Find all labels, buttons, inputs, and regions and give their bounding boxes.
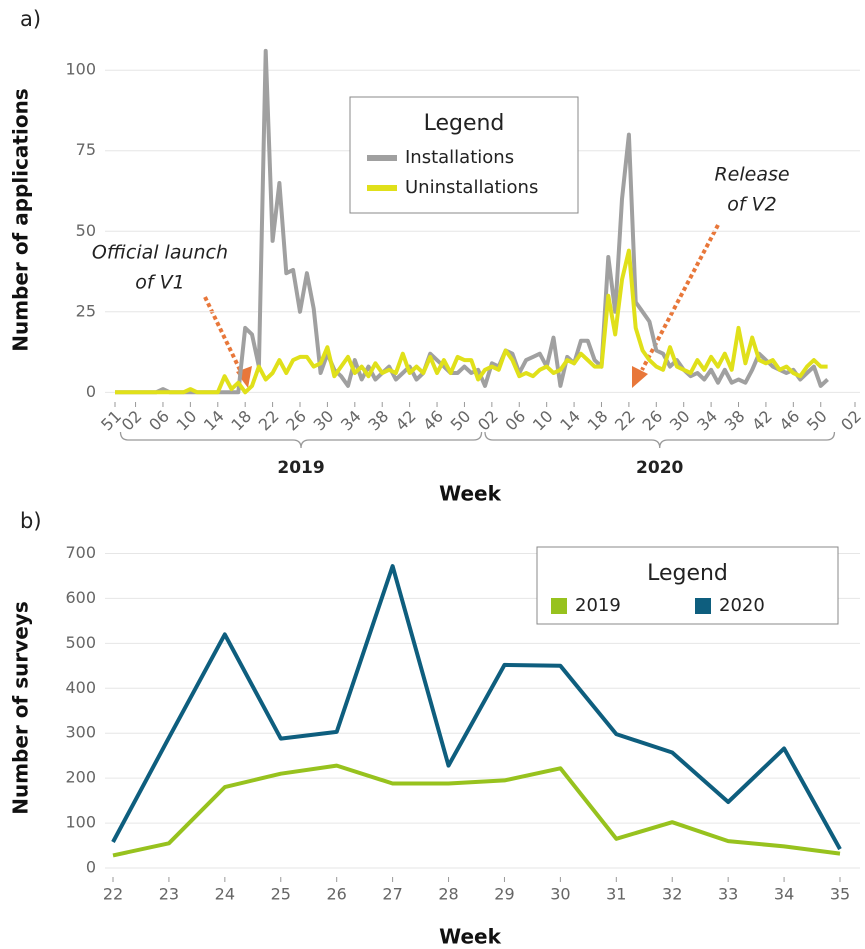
legend-swatch [695, 598, 711, 614]
x-tick-label: 02 [118, 407, 146, 435]
y-tick-label: 200 [65, 768, 96, 787]
x-tick-label: 42 [392, 407, 420, 435]
x-tick-label: 23 [159, 885, 179, 904]
panel-label: b) [20, 509, 42, 533]
x-tick-label: 34 [337, 407, 365, 435]
annotation: of V2 [727, 194, 776, 216]
y-tick-label: 700 [65, 543, 96, 562]
x-tick-label: 22 [611, 407, 639, 435]
x-tick-label: 35 [830, 885, 850, 904]
x-tick-label: 02 [837, 407, 865, 435]
x-tick-label: 14 [556, 407, 584, 435]
x-tick-label: 28 [438, 885, 458, 904]
series-line [111, 564, 842, 851]
y-tick-label: 500 [65, 633, 96, 652]
x-tick-label: 30 [310, 407, 338, 435]
arrow-v1 [203, 296, 242, 371]
y-axis-title: Number of applications [9, 88, 33, 351]
x-tick-label: 50 [803, 407, 831, 435]
y-tick-label: 100 [65, 60, 96, 79]
legend-label: 2019 [575, 595, 621, 616]
year-brace [119, 431, 483, 449]
x-tick-label: 30 [550, 885, 570, 904]
x-tick-label: 42 [748, 407, 776, 435]
x-tick-label: 22 [103, 885, 123, 904]
series-line [112, 763, 841, 858]
annotation: of V1 [135, 272, 184, 294]
annotation: Official launch [92, 242, 228, 264]
y-tick-label: 50 [76, 221, 96, 240]
x-tick-label: 24 [215, 885, 235, 904]
x-tick-label: 26 [638, 407, 666, 435]
y-tick-label: 100 [65, 813, 96, 832]
y-tick-label: 0 [86, 382, 96, 401]
legend-title: Legend [424, 111, 505, 136]
y-tick-label: 300 [65, 723, 96, 742]
year-label: 2020 [636, 458, 683, 478]
x-tick-label: 10 [529, 407, 557, 435]
legend-label: Installations [405, 147, 514, 168]
legend-title: Legend [647, 561, 728, 586]
legend-label: 2020 [719, 595, 765, 616]
x-tick-label: 14 [200, 407, 228, 435]
x-tick-label: 46 [419, 407, 447, 435]
x-tick-label: 22 [255, 407, 283, 435]
x-tick-label: 33 [718, 885, 738, 904]
x-tick-label: 18 [584, 407, 612, 435]
x-tick-label: 26 [282, 407, 310, 435]
x-tick-label: 46 [776, 407, 804, 435]
y-tick-label: 0 [86, 858, 96, 877]
x-tick-label: 25 [271, 885, 291, 904]
x-tick-label: 18 [227, 407, 255, 435]
legend-label: Uninstallations [405, 177, 538, 198]
arrow-head [632, 366, 648, 388]
year-brace [484, 431, 836, 449]
y-axis-title: Number of surveys [9, 601, 33, 814]
y-tick-label: 600 [65, 588, 96, 607]
y-tick-label: 25 [76, 301, 96, 320]
x-tick-label: 38 [364, 407, 392, 435]
y-tick-label: 400 [65, 678, 96, 697]
x-tick-label: 26 [327, 885, 347, 904]
y-tick-label: 75 [76, 140, 96, 159]
x-tick-label: 29 [494, 885, 514, 904]
x-tick-label: 02 [474, 407, 502, 435]
x-tick-label: 34 [693, 407, 721, 435]
x-tick-label: 10 [173, 407, 201, 435]
year-label: 2019 [277, 458, 324, 478]
x-tick-label: 06 [501, 407, 529, 435]
arrow-v2 [640, 224, 720, 371]
x-tick-label: 38 [721, 407, 749, 435]
x-tick-label: 50 [447, 407, 475, 435]
x-tick-label: 27 [382, 885, 402, 904]
annotation: Release [714, 164, 789, 186]
panel-label: a) [20, 7, 41, 31]
x-tick-label: 06 [145, 407, 173, 435]
x-tick-label: 34 [774, 885, 794, 904]
x-tick-label: 32 [662, 885, 682, 904]
legend-box [536, 546, 839, 625]
x-axis-title: Week [439, 925, 501, 949]
series-line [115, 48, 829, 395]
x-tick-label: 30 [666, 407, 694, 435]
series-line [115, 248, 828, 395]
legend-swatch [551, 598, 567, 614]
x-axis-title: Week [439, 482, 501, 506]
x-tick-label: 31 [606, 885, 626, 904]
